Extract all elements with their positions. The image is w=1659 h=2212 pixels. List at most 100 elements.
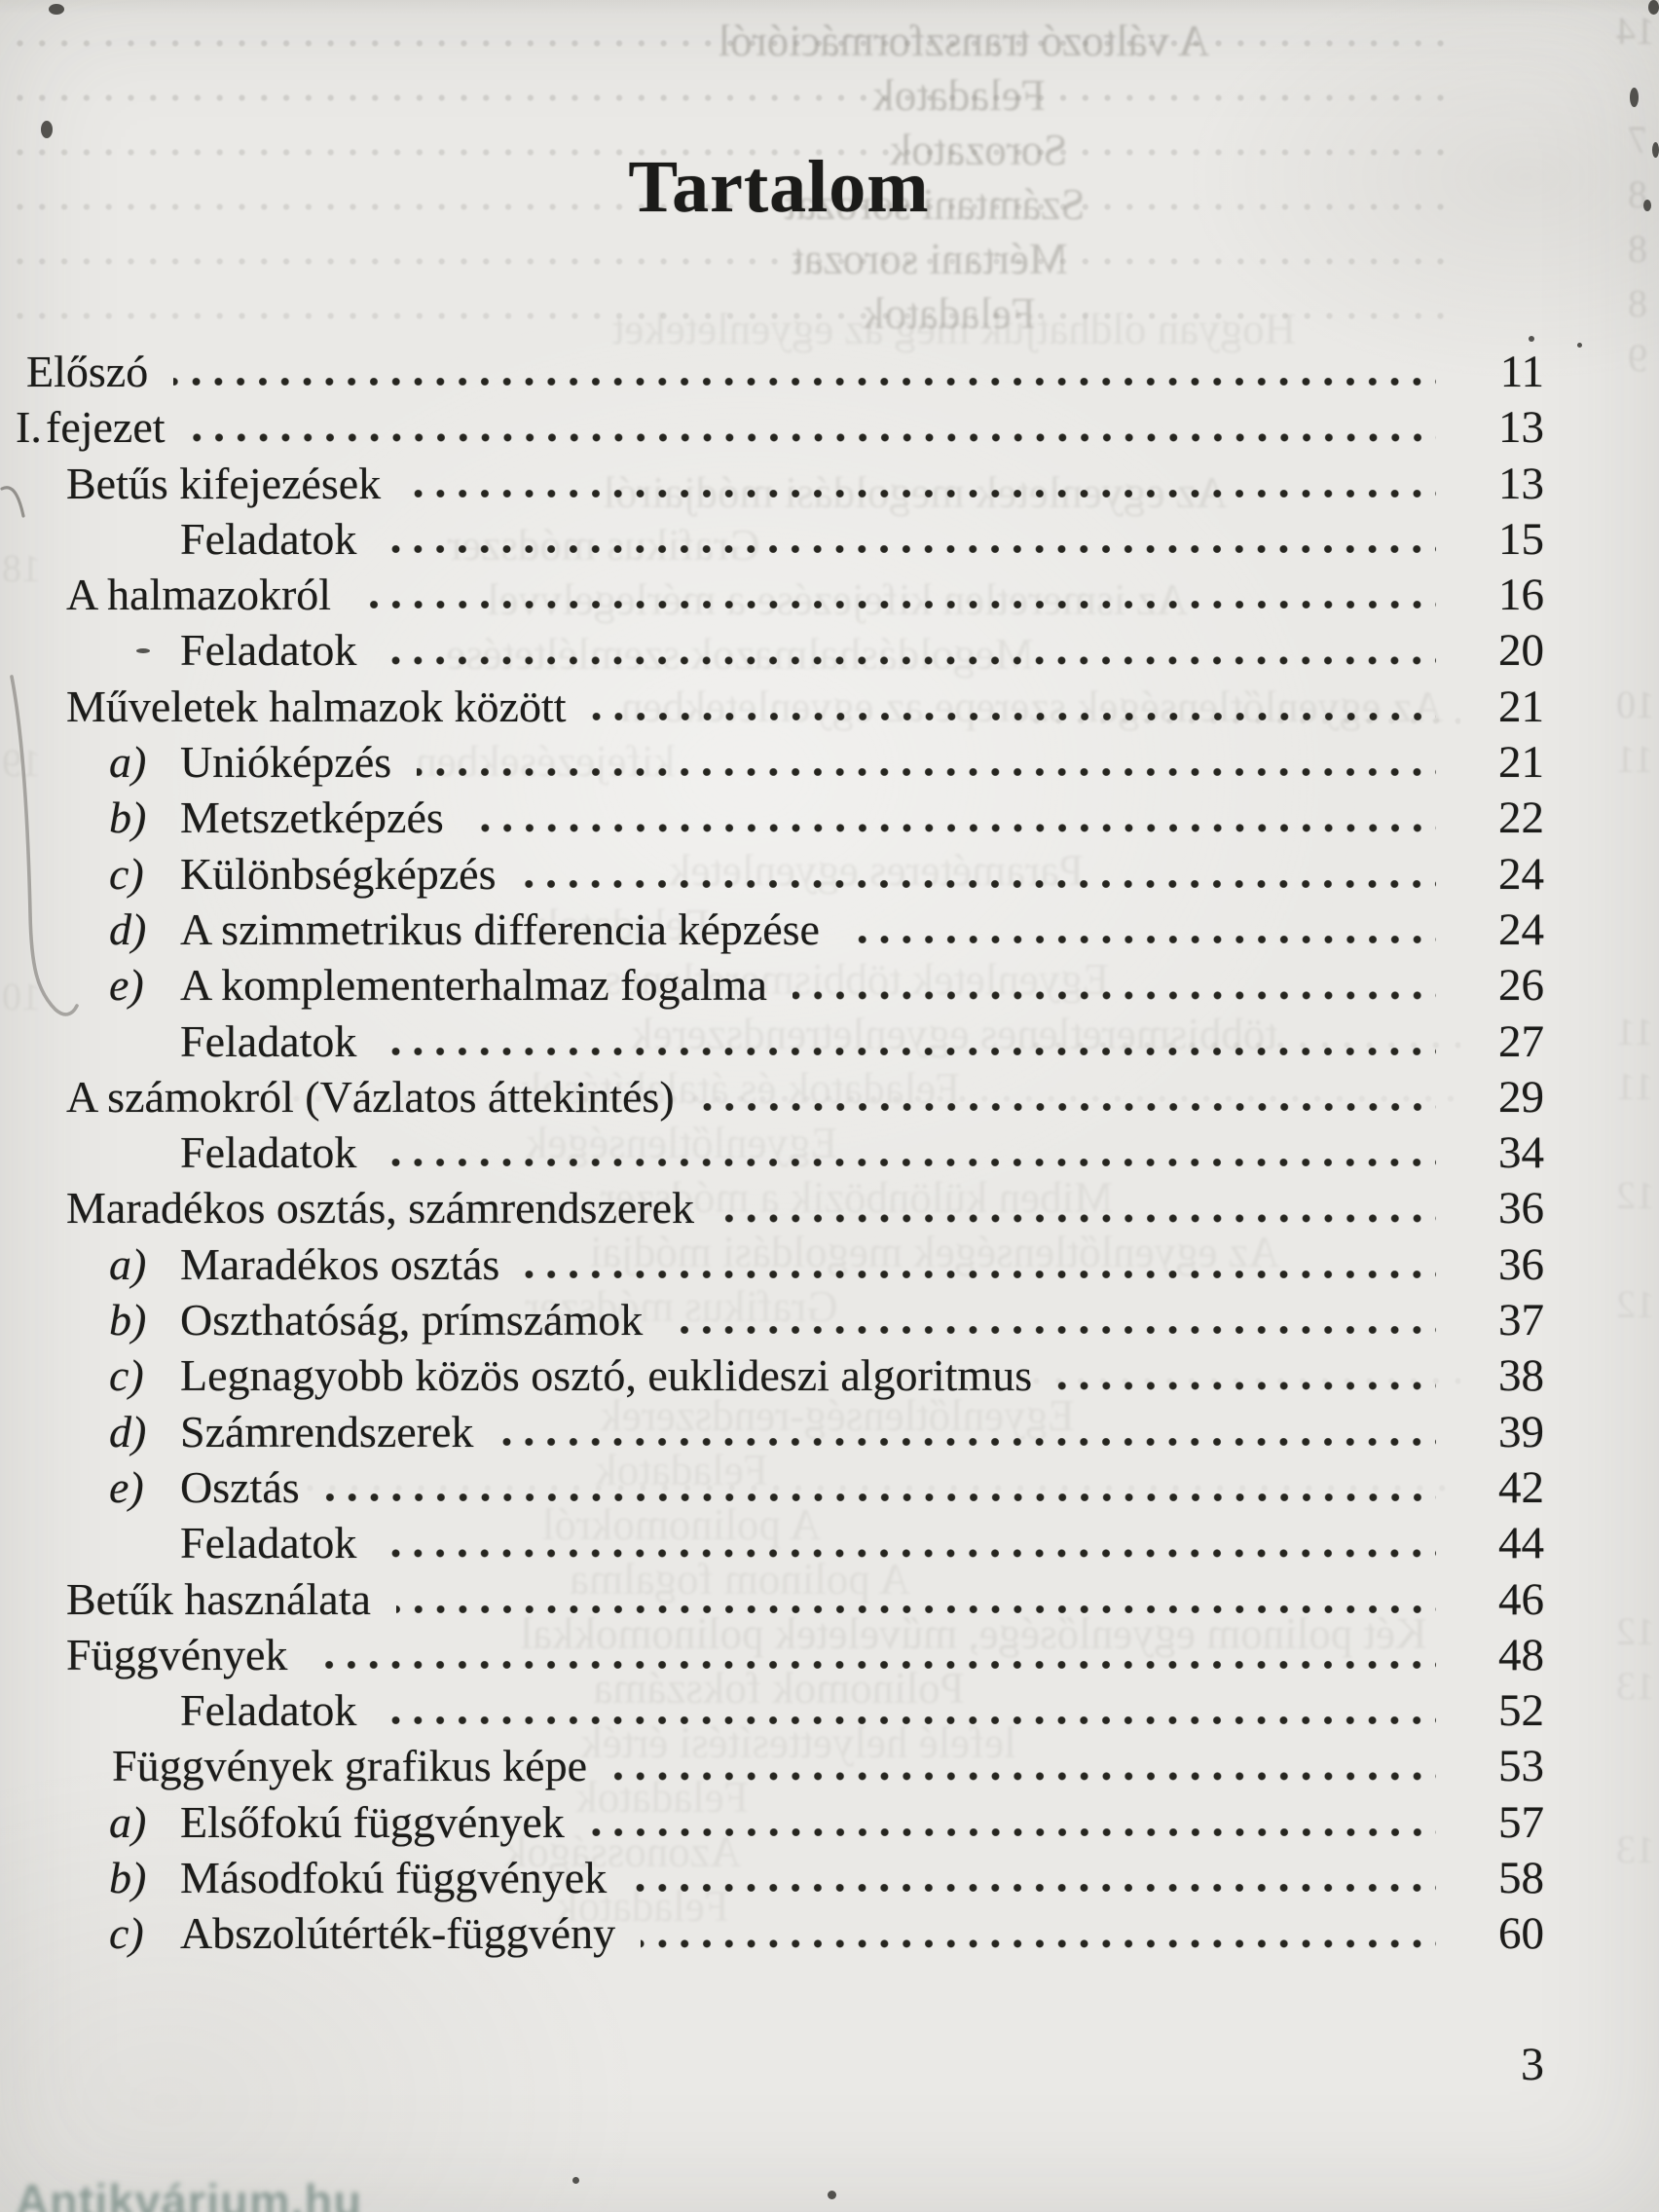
toc-entry-page-number: 58 [1498,1853,1544,1904]
toc-entry: Feladatok 34 [0,1124,1544,1181]
toc-entry-marker: c) [109,848,144,899]
folio-page-number: 3 [1521,2039,1544,2090]
toc-entry: Maradékos osztás, számrendszerek 36 [0,1180,1544,1236]
toc-entry-label: A halmazokról [66,570,332,620]
dot-leader [699,1068,1436,1125]
toc-entry: e) Osztás 42 [0,1458,1544,1516]
toc-entry-label: Osztás [180,1461,300,1512]
scan-speck [1577,343,1582,348]
toc-entry: b) Másodfokú függvények 58 [0,1850,1544,1906]
bleedthrough-dot-strip [16,257,1456,266]
toc-entry-page-number: 13 [1498,458,1544,509]
toc-entry: c) Abszolútérték-függvény 60 [0,1905,1544,1962]
toc-entry-label: Betűs kifejezések [66,458,382,508]
page-title: Tartalom [628,145,930,228]
toc-entry-page-number: 44 [1498,1518,1544,1569]
toc-entry: c) Legnagyobb közös osztó, euklideszi alg… [0,1347,1544,1404]
dot-leader [612,1738,1436,1794]
toc-entry: Függvények grafikus képe 53 [0,1738,1544,1794]
dot-leader [525,1235,1436,1293]
toc-entry-page-number: 46 [1498,1573,1544,1625]
dot-leader [395,1570,1436,1627]
toc-entry-label: Betűk használata [66,1573,371,1624]
toc-entry: d) Számrendszerek 39 [0,1403,1544,1459]
toc-entry-marker: a) [109,1796,147,1847]
table-of-contents: Előszó 11 I. fejezet 13 Betűs kifejezések 13 Fe… [0,344,1659,1962]
dot-leader [173,344,1436,400]
toc-entry-label: Előszó [26,347,149,396]
dot-leader [632,1850,1436,1906]
toc-entry: A halmazokról 16 [0,567,1544,623]
toc-entry-label: Másodfokú függvények [180,1853,608,1903]
toc-entry: a) Elsőfokú függvények 57 [0,1793,1544,1851]
toc-entry: Feladatok 44 [0,1515,1544,1571]
toc-entry-label: Maradékos osztás, számrendszerek [66,1183,695,1234]
toc-entry-page-number: 38 [1498,1350,1544,1402]
toc-entry-label: Műveletek halmazok között [66,681,567,731]
scan-speck [1648,0,1659,15]
toc-entry: Feladatok 20 [0,622,1544,679]
bleedthrough-dot-strip [16,203,1456,211]
toc-entry-page-number: 29 [1498,1071,1544,1123]
toc-entry-label: Feladatok [180,1015,357,1066]
dot-leader [382,622,1436,679]
toc-entry-label: Unióképzés [180,737,392,788]
dot-leader [521,845,1436,902]
toc-entry-page-number: 60 [1498,1908,1544,1960]
toc-entry-page-number: 52 [1498,1685,1544,1737]
toc-entry-label: fejezet [46,402,166,453]
toc-entry-label: A komplementerhalmaz fogalma [180,960,767,1011]
bleedthrough-dot-strip [16,93,1456,102]
dot-leader [844,901,1436,958]
toc-entry-marker: d) [109,903,147,954]
scan-speck [49,4,64,15]
toc-entry-page-number: 22 [1498,793,1544,844]
toc-entry-page-number: 42 [1498,1461,1544,1513]
bleedthrough-dot-strip [16,312,1456,320]
toc-entry-page-number: 53 [1498,1741,1544,1792]
toc-entry-page-number: 36 [1498,1238,1544,1290]
dot-leader [719,1180,1436,1236]
scan-speck [1643,200,1651,211]
toc-entry-page-number: 27 [1498,1015,1544,1067]
bleedthrough-dot-strip [16,148,1456,157]
toc-entry: c) Különbségképzés 24 [0,845,1544,902]
toc-entry-marker: a) [109,737,147,788]
toc-entry-page-number: 37 [1498,1295,1544,1346]
toc-entry-label: Számrendszerek [180,1406,474,1456]
toc-entry-marker: b) [109,793,147,843]
toc-entry-marker: I. [16,402,42,453]
dot-leader [382,1682,1436,1739]
toc-entry-marker: e) [109,1461,144,1512]
toc-entry-label: Feladatok [180,1518,357,1568]
toc-entry-page-number: 39 [1498,1406,1544,1457]
dot-leader [641,1905,1436,1962]
toc-entry-page-number: 13 [1498,402,1544,454]
toc-entry-label: Metszetképzés [180,793,444,843]
dot-leader [382,1124,1436,1181]
toc-entry-page-number: 21 [1498,681,1544,732]
toc-entry-page-number: 48 [1498,1629,1544,1680]
toc-entry-page-number: 57 [1498,1796,1544,1848]
dot-leader [591,678,1436,735]
dot-leader [589,1793,1436,1851]
dot-leader [313,1626,1436,1683]
dot-leader [417,734,1436,791]
toc-entry-page-number: 24 [1498,848,1544,900]
toc-entry-label: Feladatok [180,513,357,564]
scan-speck [41,121,53,138]
toc-entry: Előszó 11 [0,344,1544,400]
toc-entry: A számokról (Vázlatos áttekintés) 29 [0,1068,1544,1125]
toc-entry-marker: b) [109,1295,147,1346]
toc-entry-label: A számokról (Vázlatos áttekintés) [66,1071,675,1122]
toc-entry-label: Oszthatóság, prímszámok [180,1295,644,1346]
toc-entry: Feladatok 52 [0,1682,1544,1739]
toc-entry-label: Elsőfokú függvények [180,1796,565,1847]
toc-entry-label: Feladatok [180,1127,357,1178]
dot-leader [498,1403,1436,1459]
scan-speck [136,648,150,653]
toc-entry-page-number: 21 [1498,737,1544,789]
toc-entry-label: Maradékos osztás [180,1238,500,1289]
dot-leader [190,399,1436,456]
